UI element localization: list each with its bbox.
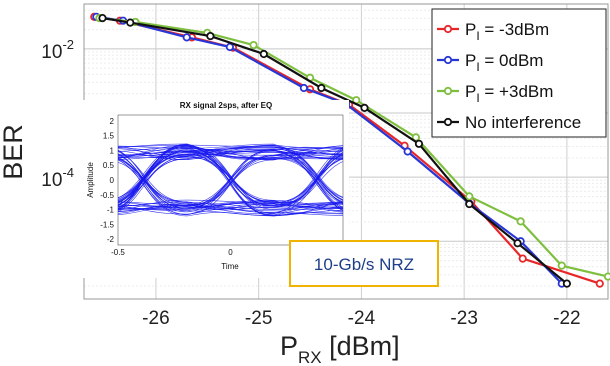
eye-trace [118, 151, 343, 216]
data-point [360, 103, 369, 112]
eye-trace [118, 206, 343, 211]
legend-marker [443, 24, 453, 34]
y-tick-label: 10-4 [41, 165, 74, 191]
y-tick-label: 10-2 [41, 37, 74, 63]
legend-label: PI = -3dBm [465, 20, 549, 43]
eye-trace [118, 147, 343, 215]
x-tick-label: -26 [142, 308, 169, 329]
data-point [465, 192, 474, 201]
series-3 [98, 14, 572, 288]
data-point [595, 279, 604, 288]
legend-box [431, 8, 607, 138]
data-point [126, 18, 135, 27]
x-tick-label: -25 [245, 308, 272, 329]
eye-trace [118, 159, 343, 217]
series-line [102, 17, 568, 285]
inset-x-tick: 0 [228, 248, 233, 257]
eye-trace [118, 153, 343, 216]
data-point [317, 83, 326, 93]
x-axis-label: PRX [dBm] [280, 331, 400, 366]
eye-trace [118, 145, 343, 206]
annotation-text: 10-Gb/s NRZ [314, 255, 414, 274]
data-point [403, 147, 412, 156]
eye-trace [118, 144, 343, 203]
x-tick-label: -23 [450, 308, 477, 329]
legend-label: PI = 0dBm [465, 51, 543, 74]
data-point [465, 199, 474, 209]
data-point [249, 40, 258, 50]
eye-traces [118, 143, 343, 217]
data-point [414, 139, 424, 148]
eye-trace [118, 153, 343, 210]
eye-trace [118, 153, 343, 215]
legend-label: PI = +3dBm [465, 82, 553, 105]
data-point [603, 272, 610, 281]
modulation-annotation: 10-Gb/s NRZ [289, 240, 439, 287]
eye-trace [118, 149, 343, 199]
legend-entry: PI = 0dBm [437, 51, 543, 74]
data-point [516, 217, 525, 226]
data-point [98, 14, 107, 23]
inset-y-label: Amplitude [86, 162, 95, 198]
data-point [299, 83, 308, 93]
x-tick-label: -22 [553, 308, 580, 329]
legend-marker [443, 55, 453, 65]
eye-trace [118, 145, 343, 206]
eye-trace [118, 149, 343, 208]
annotation-box [289, 240, 439, 287]
data-point [518, 254, 527, 263]
inset-y-tick: 1 [110, 146, 115, 155]
inset-y-tick: -1.5 [100, 220, 114, 229]
series-2 [95, 14, 610, 281]
data-point [206, 31, 215, 41]
legend-entry: PI = +3dBm [437, 82, 553, 105]
eye-trace [118, 150, 343, 203]
eye-trace [118, 149, 343, 204]
legend-label: No interference [465, 113, 581, 132]
data-point [513, 239, 522, 248]
inset-x-label: Time [221, 262, 239, 271]
y-axis-label: BER [0, 124, 28, 180]
eye-trace [118, 203, 343, 212]
eye-trace [118, 151, 343, 213]
data-point [562, 279, 572, 288]
inset-y-tick: -2 [107, 235, 115, 244]
legend-marker [443, 86, 453, 96]
eye-trace [118, 144, 343, 210]
legend-entry: No interference [437, 113, 581, 132]
inset-y-tick: 2 [110, 117, 115, 126]
inset-y-tick: -1 [107, 206, 115, 215]
series-layer [90, 12, 610, 288]
x-tick-label: -24 [348, 308, 376, 329]
data-point [259, 49, 268, 59]
inset-y-tick: 1.5 [103, 132, 115, 141]
eye-trace [118, 150, 343, 208]
eye-trace [118, 145, 343, 198]
data-point [182, 33, 191, 42]
legend: PI = -3dBm PI = 0dBm PI = +3dBm No interfer… [431, 8, 607, 138]
legend-entry: PI = -3dBm [437, 20, 549, 43]
data-point [557, 261, 566, 270]
series-line [96, 15, 563, 285]
eye-trace [118, 146, 343, 156]
eye-trace [118, 149, 343, 212]
inset-title: RX signal 2sps, after EQ [180, 101, 272, 110]
eye-trace [118, 149, 343, 202]
inset-y-tick: 0 [110, 176, 115, 185]
inset-y-tick: -0.5 [100, 191, 114, 200]
eye-trace [118, 147, 343, 207]
legend-marker [443, 117, 453, 127]
data-point [225, 42, 234, 52]
inset-x-tick: -0.5 [111, 248, 125, 257]
inset-y-tick: 0.5 [103, 161, 115, 170]
